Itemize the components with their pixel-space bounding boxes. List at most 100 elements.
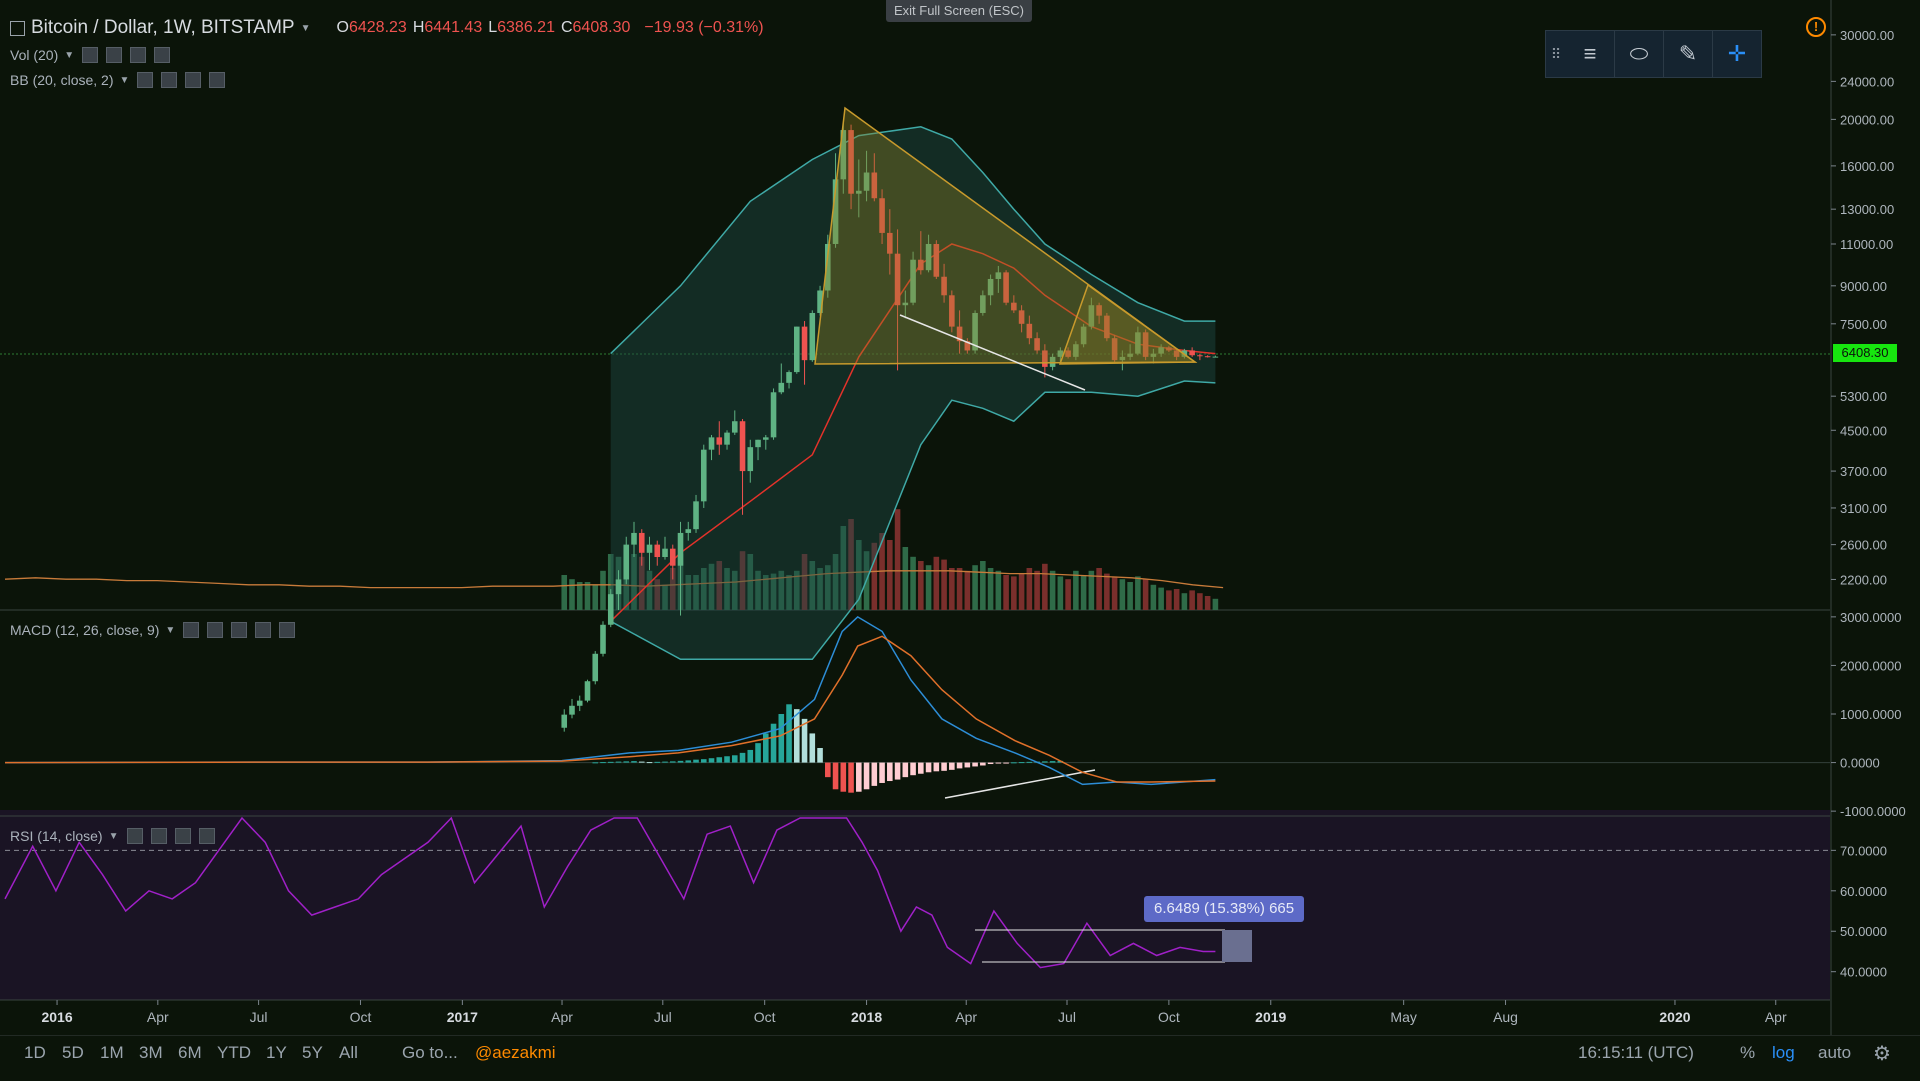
vol-label: Vol (20) — [10, 47, 59, 63]
volume-bar — [1073, 570, 1079, 610]
last-price-tag: 6408.30 — [1833, 344, 1897, 362]
volume-bar — [770, 573, 777, 610]
brush-tool-icon[interactable]: ✎ — [1664, 31, 1713, 77]
volume-bar — [794, 570, 800, 610]
timeframe-5d[interactable]: 5D — [62, 1043, 84, 1062]
vol-legend[interactable]: Vol (20) ▼ — [10, 47, 171, 63]
macd-legend[interactable]: MACD (12, 26, close, 9) ▼ — [10, 622, 296, 638]
macd-eye-icon[interactable] — [183, 622, 200, 638]
macd-histogram-bar — [662, 761, 668, 763]
utc-clock[interactable]: 16:15:11 (UTC) — [1578, 1043, 1694, 1062]
time-tick-label: Apr — [1765, 1009, 1787, 1025]
timeframe-1d[interactable]: 1D — [24, 1043, 46, 1062]
time-axis[interactable]: 2016 Apr Jul Oct 2017 Apr Jul Oct 2018 Apr Jul Oct 2… — [41, 1000, 1787, 1025]
price-tick-label: 2600.00 — [1840, 538, 1887, 553]
rsi-legend[interactable]: RSI (14, close) ▼ — [10, 828, 215, 844]
bb-eye-icon[interactable] — [137, 72, 154, 88]
vol-add-icon[interactable] — [130, 47, 147, 63]
volume-bar — [1057, 576, 1064, 610]
rsi-axis[interactable]: 70.0000 60.0000 50.0000 40.0000 — [1831, 843, 1887, 980]
macd-histogram-bar — [592, 762, 599, 764]
candle-body — [910, 259, 916, 303]
goto-button[interactable]: Go to... — [402, 1043, 458, 1062]
collapse-icon[interactable] — [10, 20, 25, 36]
symbol-dropdown-icon[interactable]: ▼ — [300, 22, 311, 34]
bb-settings-icon[interactable] — [161, 72, 178, 88]
macd-histogram-bar — [856, 762, 862, 792]
candle-body — [863, 172, 870, 191]
symbol-title[interactable]: Bitcoin / Dollar, 1W, BITSTAMP — [31, 17, 295, 38]
macd-signal-line — [4, 635, 1216, 783]
timeframe-1m[interactable]: 1M — [100, 1043, 124, 1062]
price-tick-label: 20000.00 — [1840, 112, 1894, 127]
candle-body — [1011, 302, 1017, 311]
timeframe-ytd[interactable]: YTD — [217, 1043, 251, 1062]
lines-tool-icon[interactable]: ≡ — [1566, 31, 1615, 77]
macd-histogram-bar — [871, 762, 878, 786]
alert-icon[interactable]: ! — [1806, 17, 1826, 37]
macd-histogram-bar — [685, 760, 692, 763]
auto-scale-toggle[interactable]: auto — [1818, 1043, 1852, 1062]
vol-dropdown-icon[interactable]: ▼ — [64, 49, 75, 61]
macd-histogram-bar — [631, 761, 637, 763]
percent-scale-toggle[interactable]: % — [1740, 1043, 1756, 1062]
candle-body — [956, 326, 963, 342]
macd-histogram-bar — [840, 762, 847, 792]
vol-eye-icon[interactable] — [82, 47, 99, 63]
rsi-tick-label: 40.0000 — [1840, 965, 1887, 980]
volume-bar — [1049, 570, 1056, 610]
macd-dropdown-icon[interactable]: ▼ — [165, 624, 176, 636]
price-tick-label: 24000.00 — [1840, 74, 1894, 89]
timeframe-3m[interactable]: 3M — [139, 1043, 163, 1062]
price-tick-label: 9000.00 — [1840, 279, 1887, 294]
rsi-add-icon[interactable] — [174, 828, 191, 844]
candle-body — [569, 705, 575, 715]
rsi-range-box[interactable] — [975, 929, 1252, 963]
bb-close-icon[interactable] — [209, 72, 226, 88]
drawing-toolbar[interactable]: ⠿ ≡ ⬭ ✎ ✛ — [1545, 30, 1762, 78]
macd-tick-label: 0.0000 — [1840, 756, 1880, 771]
volume-bar — [1127, 582, 1133, 610]
candle-body — [972, 312, 978, 351]
bb-legend[interactable]: BB (20, close, 2) ▼ — [10, 72, 226, 88]
log-scale-toggle[interactable]: log — [1772, 1043, 1795, 1062]
macd-divergence-line — [944, 769, 1096, 799]
rsi-settings-icon[interactable] — [150, 828, 167, 844]
crosshair-tool-icon[interactable]: ✛ — [1727, 41, 1747, 66]
price-axis[interactable]: 30000.00 24000.00 20000.00 16000.00 13000.00… — [1831, 28, 1894, 588]
timeframe-1y[interactable]: 1Y — [266, 1043, 287, 1062]
rsi-close-icon[interactable] — [198, 828, 215, 844]
price-tick-label: 13000.00 — [1840, 202, 1894, 217]
volume-bar — [700, 568, 707, 610]
author-tag[interactable]: @aezakmi — [475, 1043, 556, 1062]
bb-dropdown-icon[interactable]: ▼ — [119, 74, 130, 86]
rsi-dropdown-icon[interactable]: ▼ — [108, 830, 119, 842]
macd-histogram-bar — [755, 743, 761, 763]
exit-fullscreen-button[interactable]: Exit Full Screen (ESC) — [886, 0, 1032, 22]
volume-bar — [762, 575, 769, 610]
volume-bar — [1018, 573, 1025, 610]
candle-body — [1111, 338, 1118, 361]
macd-add-icon[interactable] — [255, 622, 272, 638]
bb-add-icon[interactable] — [185, 72, 202, 88]
macd-histogram-bar — [925, 762, 932, 773]
macd-close-icon[interactable] — [279, 622, 296, 638]
macd-source-icon[interactable] — [231, 622, 248, 638]
candle-body — [770, 392, 777, 438]
timeframe-5y[interactable]: 5Y — [302, 1043, 323, 1062]
rsi-eye-icon[interactable] — [126, 828, 143, 844]
shapes-tool-icon[interactable]: ⬭ — [1615, 31, 1664, 77]
timeframe-6m[interactable]: 6M — [178, 1043, 202, 1062]
macd-histogram-bar — [607, 761, 614, 763]
timeframe-all[interactable]: All — [339, 1043, 358, 1062]
drag-handle-icon[interactable]: ⠿ — [1550, 45, 1562, 62]
macd-axis[interactable]: 3000.0000 2000.0000 1000.0000 0.0000 -1000.0… — [1831, 610, 1906, 819]
vol-settings-icon[interactable] — [106, 47, 123, 63]
candle-body — [1189, 350, 1195, 356]
macd-histogram-bar — [716, 757, 723, 763]
macd-settings-icon[interactable] — [207, 622, 224, 638]
macd-histogram-bar — [600, 762, 606, 764]
settings-gear-icon[interactable]: ⚙ — [1873, 1043, 1891, 1065]
vol-close-icon[interactable] — [154, 47, 171, 63]
